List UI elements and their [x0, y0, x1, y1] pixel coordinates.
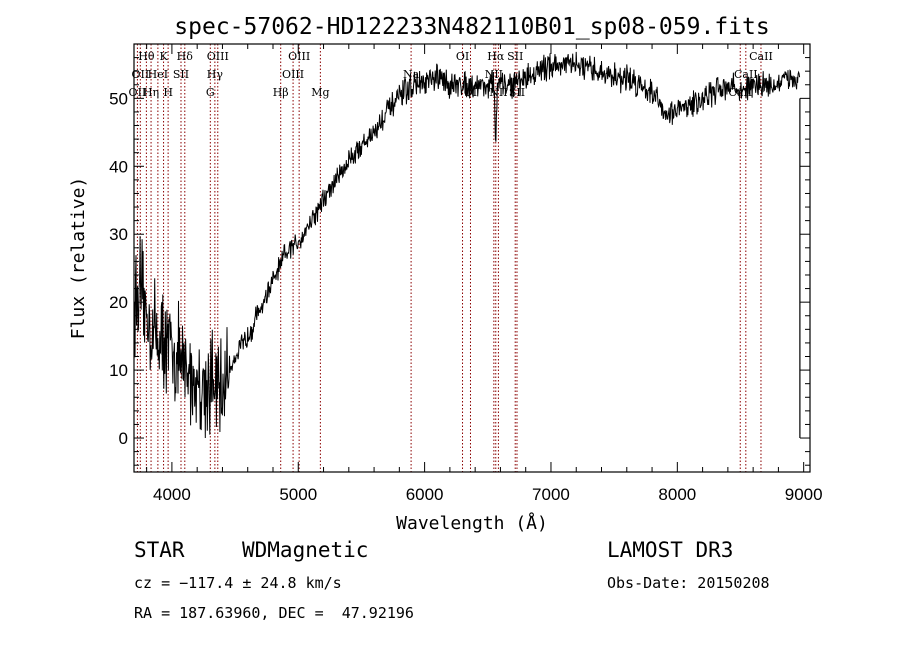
x-tick-label: 5000	[279, 485, 317, 504]
line-label: OIII	[288, 50, 310, 63]
line-label: Hα	[487, 50, 505, 63]
x-axis-label: Wavelength (Å)	[396, 512, 548, 534]
observation-date: Obs-Date: 20150208	[607, 574, 770, 592]
object-subclass: WDMagnetic	[242, 538, 369, 562]
line-label: OI	[456, 50, 469, 63]
line-label: SII	[507, 50, 523, 63]
redshift-velocity: cz = −117.4 ± 24.8 km/s	[134, 574, 342, 592]
survey-name: LAMOST DR3	[607, 538, 734, 562]
line-label: K	[159, 50, 168, 63]
coordinates: RA = 187.63960, DEC = 47.92196	[134, 604, 414, 622]
line-label: CaII	[734, 68, 758, 81]
line-label: HeI	[148, 68, 168, 81]
line-label: Hθ	[138, 50, 155, 63]
x-tick-label: 8000	[658, 485, 696, 504]
line-label: G	[206, 86, 215, 99]
plot-frame	[133, 43, 811, 473]
x-tick-label: 6000	[406, 485, 444, 504]
line-label: OIII	[207, 50, 229, 63]
line-label: CaII	[749, 50, 773, 63]
y-tick-label: 10	[109, 361, 128, 380]
y-tick-label: 40	[109, 157, 128, 176]
y-tick-label: 0	[119, 429, 128, 448]
line-label: Hγ	[207, 68, 224, 81]
x-tick-label: 4000	[153, 485, 191, 504]
line-label: OII	[129, 86, 147, 99]
line-label: H	[163, 86, 173, 99]
line-label: OIII	[282, 68, 304, 81]
line-label: Hδ	[177, 50, 194, 63]
x-tick-label: 9000	[785, 485, 823, 504]
line-label: SII	[173, 68, 189, 81]
y-axis-label: Flux (relative)	[68, 177, 89, 340]
chart-title: spec-57062-HD122233N482110B01_sp08-059.f…	[174, 14, 769, 40]
object-class: STAR	[134, 538, 185, 562]
line-label: Hβ	[273, 86, 289, 99]
spectrum-line	[133, 51, 801, 439]
line-label: Na	[403, 68, 420, 81]
line-label: Hη	[143, 86, 159, 99]
y-tick-label: 20	[109, 293, 128, 312]
y-tick-label: 30	[109, 225, 128, 244]
x-tick-label: 7000	[532, 485, 570, 504]
line-label: Mg	[311, 86, 329, 99]
y-tick-label: 50	[109, 89, 128, 108]
